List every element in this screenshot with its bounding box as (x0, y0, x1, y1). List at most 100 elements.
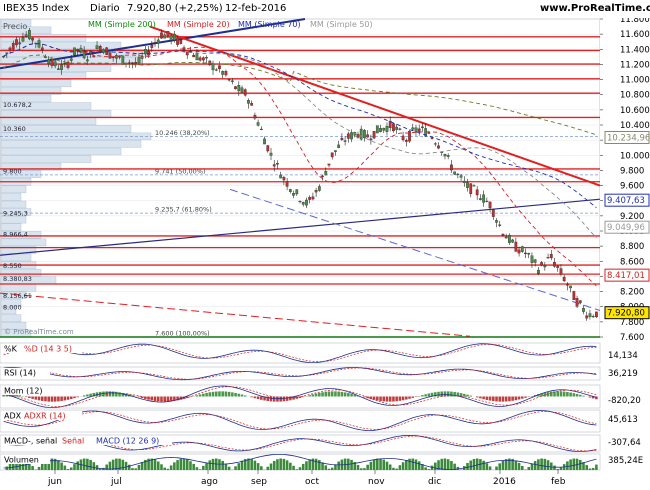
candle-body (411, 127, 415, 130)
price-tick-label: 8.200 (620, 288, 644, 298)
indicator-bar (150, 458, 154, 470)
indicator-bar (321, 462, 324, 470)
indicator-bar (521, 396, 524, 399)
candle-body (172, 33, 176, 41)
candle-body (153, 42, 157, 44)
candle-body (566, 284, 569, 286)
indicator-bar (318, 460, 321, 470)
candle-body (446, 155, 450, 157)
indicator-bar (282, 458, 286, 470)
candle-body (214, 69, 218, 71)
candle-body (392, 123, 395, 132)
candle-body (40, 47, 44, 51)
indicator-bar (160, 464, 163, 470)
candle-body (69, 58, 73, 61)
fib-level-label: 9.235,7 (61,80%) (155, 206, 212, 214)
candle-body (475, 189, 479, 196)
indicator-bar (198, 394, 202, 397)
indicator-bar (189, 461, 192, 470)
date-tick-label: ago (201, 477, 218, 487)
candle-body (118, 56, 121, 58)
indicator-label3: MACD (12 26 9) (96, 437, 159, 446)
indicator-bar (385, 461, 389, 470)
indicator-bar (398, 396, 402, 401)
indicator-bar (572, 458, 576, 470)
indicator-bar (47, 396, 51, 402)
blue-channel-line (0, 198, 601, 256)
price-marker-label: 9.049,96 (607, 223, 645, 233)
volume-profile-bar (0, 185, 27, 194)
candle-body (269, 152, 273, 156)
dashed-blue-line (229, 188, 601, 311)
indicator-bar (198, 469, 202, 470)
candle-body (15, 39, 18, 46)
indicator-bar (250, 396, 253, 398)
indicator-bar (95, 465, 99, 470)
volume-profile-bar (0, 268, 42, 277)
indicator-bar (337, 461, 340, 470)
indicator-bar (588, 396, 592, 398)
candle-body (301, 201, 305, 205)
candle-body (160, 32, 163, 39)
indicator-bar (37, 466, 41, 470)
candle-body (317, 186, 321, 191)
indicator-bar (566, 391, 569, 397)
candle-body (330, 152, 334, 158)
indicator-bar (208, 392, 212, 397)
indicator-bar (205, 392, 208, 397)
indicator-bar (401, 462, 405, 470)
indicator-bar (372, 396, 376, 400)
indicator-bar (330, 391, 334, 397)
candle-body (427, 132, 431, 134)
indicator-bar (388, 396, 392, 402)
indicator-label: Mom (12) (4, 387, 43, 396)
indicator-bar (372, 459, 376, 470)
candle-body (24, 34, 28, 37)
volume-profile-bar (0, 223, 22, 231)
indicator-bar (221, 460, 224, 470)
indicator-bar (591, 467, 595, 470)
candle-body (472, 185, 476, 187)
indicator-bar (111, 391, 115, 397)
indicator-bar (76, 461, 79, 470)
candle-body (259, 128, 263, 130)
site-label: www.ProRealTime.com (540, 3, 650, 14)
indicator-bar (147, 458, 150, 470)
indicator-label2: ADXR (14) (24, 412, 66, 421)
indicator-bar (485, 463, 489, 470)
candle-body (240, 87, 244, 93)
indicator-bar (176, 396, 179, 401)
indicator-bar (247, 458, 250, 470)
indicator-bar (440, 458, 444, 470)
indicator-bar (530, 395, 534, 397)
indicator-bar (105, 391, 108, 397)
indicator-bar (456, 392, 460, 397)
candle-body (92, 55, 96, 58)
indicator-bar (508, 458, 511, 470)
indicator-bar (173, 462, 176, 470)
candle-body (169, 35, 173, 41)
price-tick-label: 10.600 (620, 106, 650, 116)
indicator-bar (121, 392, 125, 397)
price-tick-label: 7.600 (620, 333, 644, 343)
candle-body (443, 153, 447, 157)
indicator-bar (289, 396, 292, 401)
volume-profile-label: 9.245,3 (3, 209, 28, 217)
volume-profile-label: 8.380,83 (3, 275, 32, 283)
indicator-bar (202, 465, 205, 470)
indicator-bar (115, 458, 118, 470)
volume-profile-bar (0, 170, 42, 178)
indicator-bar (314, 393, 318, 397)
price-marker-box (604, 306, 650, 320)
indicator-bar (24, 396, 28, 398)
indicator-value: 36,219 (608, 369, 638, 379)
indicator-bar (366, 396, 369, 399)
candle-body (453, 171, 457, 175)
candle-body (363, 130, 366, 138)
candle-body (134, 62, 138, 65)
indicator-bar (15, 459, 18, 470)
indicator-bar (144, 459, 147, 470)
candle-body (379, 128, 382, 132)
indicator-bar (334, 391, 337, 397)
indicator-bar (69, 396, 73, 399)
